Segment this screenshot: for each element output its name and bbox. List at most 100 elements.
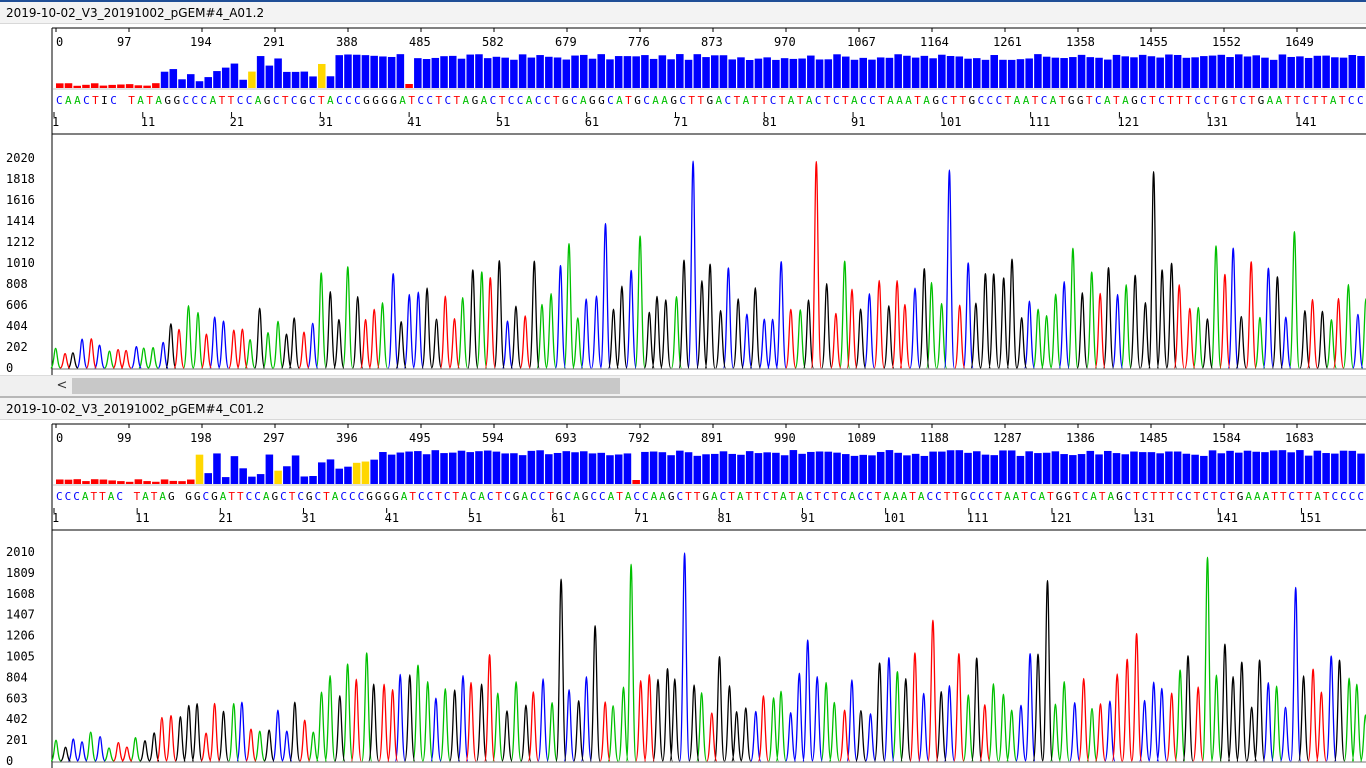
base-call: C [530, 490, 537, 503]
base-call: G [1258, 94, 1265, 107]
scan-tick-label: 693 [555, 431, 577, 445]
horizontal-scrollbar[interactable]: < [0, 375, 1366, 397]
qv-bar [850, 455, 859, 484]
base-call: G [384, 490, 391, 503]
base-call: G [366, 490, 373, 503]
base-call: A [716, 94, 723, 107]
base-call: A [461, 490, 468, 503]
base-call: T [237, 490, 244, 503]
base-call: G [968, 94, 975, 107]
base-call: T [944, 490, 951, 503]
qv-bar [876, 451, 885, 484]
qv-bar [981, 59, 990, 88]
qv-bar [1331, 453, 1339, 484]
base-call: T [289, 490, 296, 503]
qv-bar [1060, 454, 1068, 484]
qv-bar [614, 56, 623, 88]
base-call: T [547, 490, 554, 503]
qv-bar [160, 71, 169, 88]
base-call: T [435, 94, 442, 107]
chromatogram-panel-c01[interactable]: 0 99 198 297 396 495 594 693 792 891 990 1089 1188 12… [0, 420, 1366, 768]
base-call: C [970, 490, 977, 503]
base-call: A [616, 94, 623, 107]
base-call: A [463, 94, 470, 107]
qv-bar [1051, 57, 1060, 88]
qv-bar [807, 451, 815, 484]
base-position-label: 61 [551, 511, 565, 525]
base-call: A [883, 490, 890, 503]
qv-bar [1348, 55, 1357, 88]
qv-bar [1243, 450, 1252, 484]
trace-A-line [50, 556, 1366, 762]
scan-tick-label: 1089 [847, 431, 876, 445]
qv-bar [518, 455, 527, 484]
base-call: G [390, 94, 397, 107]
chromatogram-panel-a01[interactable]: 0 97 194 291 388 485 582 679 776 873 970 1067 1164 12… [0, 24, 1366, 375]
scan-tick-label: 194 [190, 35, 212, 49]
base-call: C [444, 94, 451, 107]
base-position-label: 41 [385, 511, 399, 525]
scroll-thumb[interactable] [72, 378, 620, 394]
chromatogram-traces [50, 160, 1366, 369]
qv-bar [265, 65, 274, 88]
qv-bar [1138, 54, 1147, 88]
scan-tick-label: 1552 [1212, 35, 1241, 49]
qv-bar [56, 479, 64, 484]
qv-bar [676, 450, 684, 484]
qv-bar [82, 84, 90, 88]
base-call: C [470, 490, 477, 503]
base-call: C [1176, 490, 1183, 503]
base-call: G [168, 490, 175, 503]
base-call: A [851, 94, 858, 107]
qv-bar [99, 85, 108, 88]
qv-bar [702, 57, 710, 88]
qv-bar [903, 55, 911, 88]
scroll-left-icon[interactable]: < [56, 378, 68, 393]
base-call: G [300, 94, 307, 107]
qv-bar [649, 58, 658, 88]
qv-bar [1130, 451, 1138, 484]
chromatogram-traces [50, 552, 1366, 762]
base-call: T [1306, 490, 1313, 503]
base-call: C [806, 490, 813, 503]
qv-bar [204, 77, 212, 88]
base-call: C [273, 94, 280, 107]
qv-bar [929, 451, 937, 484]
base-call: A [1107, 490, 1114, 503]
base-call: C [1348, 94, 1355, 107]
qv-bar [405, 84, 413, 88]
qv-bar [1252, 451, 1260, 484]
qv-bar [833, 452, 841, 484]
scan-tick-label: 99 [117, 431, 131, 445]
qv-bar [868, 59, 876, 88]
base-position-label: 121 [1050, 511, 1072, 525]
base-call: T [128, 94, 135, 107]
qv-bar [737, 454, 745, 484]
base-position-label: 131 [1206, 115, 1228, 129]
base-call: T [909, 490, 916, 503]
qv-bar [1191, 454, 1199, 484]
base-call: T [409, 490, 416, 503]
qv-bar [125, 84, 134, 88]
qv-bar [1025, 58, 1033, 88]
qv-bar [1217, 54, 1226, 88]
base-call: T [1151, 490, 1158, 503]
base-call: G [582, 490, 589, 503]
qv-bar [1200, 56, 1208, 88]
base-call: C [418, 490, 425, 503]
base-call: T [1021, 490, 1028, 503]
qv-bar [335, 468, 343, 484]
base-call: T [228, 490, 235, 503]
base-call: C [978, 94, 985, 107]
qv-bar [1069, 57, 1077, 88]
base-position-label: 11 [135, 511, 149, 525]
qv-bar [938, 451, 946, 484]
base-call: T [1176, 94, 1183, 107]
qv-bar [300, 71, 309, 88]
base-call: A [651, 490, 658, 503]
scan-tick-label: 792 [628, 431, 650, 445]
qv-bar [981, 454, 990, 484]
qv-bar [929, 58, 937, 88]
base-call: A [1014, 94, 1021, 107]
base-call: T [146, 94, 153, 107]
